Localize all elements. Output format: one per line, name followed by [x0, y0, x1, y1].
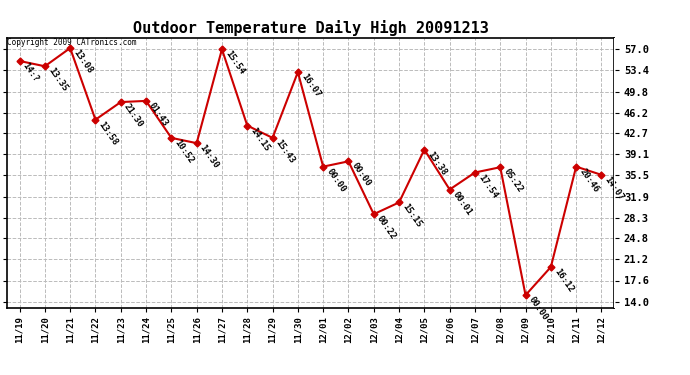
Text: 20:46: 20:46 [578, 166, 600, 194]
Text: 17:54: 17:54 [476, 172, 499, 200]
Text: 00:00: 00:00 [527, 295, 550, 322]
Text: 13:08: 13:08 [72, 48, 95, 75]
Text: 10:52: 10:52 [172, 138, 195, 165]
Text: 13:35: 13:35 [46, 66, 69, 93]
Text: 16:07: 16:07 [299, 72, 322, 99]
Text: 21:30: 21:30 [122, 102, 145, 129]
Text: 15:54: 15:54 [224, 49, 246, 76]
Text: 15:15: 15:15 [400, 202, 423, 229]
Text: 00:00: 00:00 [324, 166, 347, 194]
Text: 15:43: 15:43 [274, 138, 297, 165]
Text: 14:15: 14:15 [248, 126, 271, 153]
Text: 00:01: 00:01 [451, 189, 474, 217]
Text: 13:58: 13:58 [97, 120, 119, 147]
Text: 05:22: 05:22 [502, 167, 524, 194]
Text: Copyright 2009 CATronics.com: Copyright 2009 CATronics.com [7, 38, 137, 46]
Text: 01:43: 01:43 [148, 101, 170, 128]
Text: 14:07: 14:07 [603, 175, 626, 202]
Text: 14:?: 14:? [21, 61, 41, 84]
Text: 00:22: 00:22 [375, 214, 398, 242]
Title: Outdoor Temperature Daily High 20091213: Outdoor Temperature Daily High 20091213 [132, 20, 489, 36]
Text: 13:38: 13:38 [426, 150, 449, 177]
Text: 00:00: 00:00 [350, 161, 373, 189]
Text: 14:30: 14:30 [198, 143, 221, 170]
Text: 16:12: 16:12 [552, 267, 575, 294]
